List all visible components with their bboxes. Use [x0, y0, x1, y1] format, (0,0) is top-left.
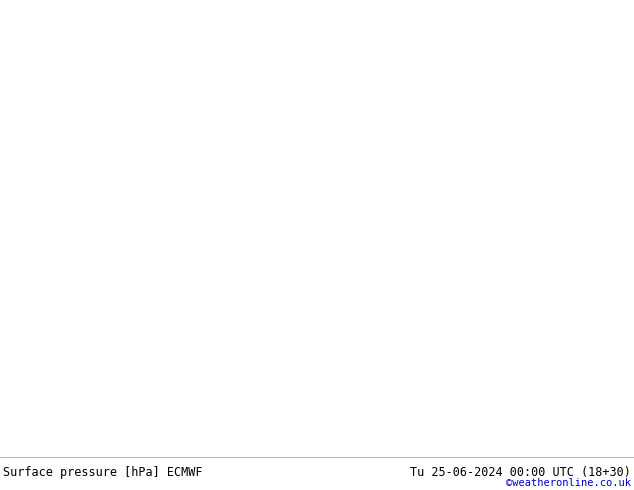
- Text: Surface pressure [hPa] ECMWF: Surface pressure [hPa] ECMWF: [3, 466, 203, 479]
- Text: Tu 25-06-2024 00:00 UTC (18+30): Tu 25-06-2024 00:00 UTC (18+30): [410, 466, 631, 479]
- Text: ©weatheronline.co.uk: ©weatheronline.co.uk: [506, 478, 631, 489]
